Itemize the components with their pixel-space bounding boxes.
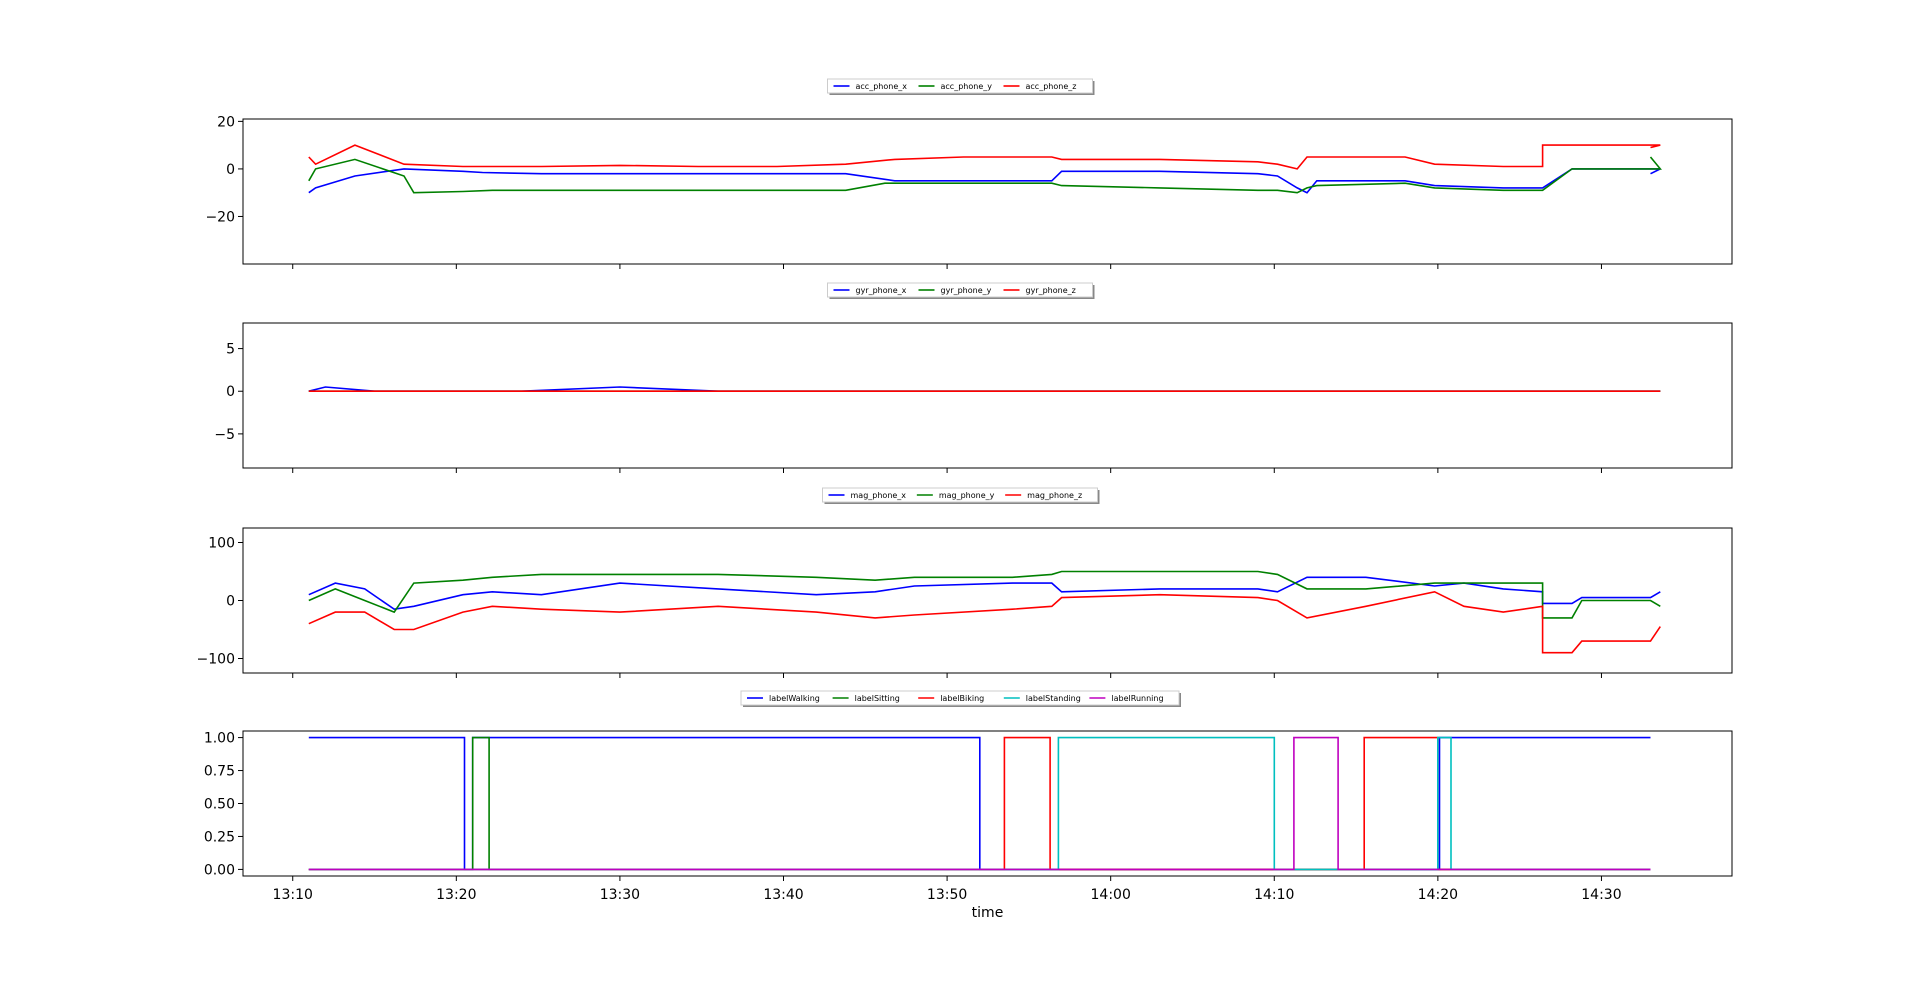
x-tick-label: 14:30 <box>1581 887 1621 903</box>
y-tick-label: 0.75 <box>204 764 235 780</box>
y-tick-label: −20 <box>205 209 235 225</box>
x-tick-label: 14:10 <box>1254 887 1294 903</box>
series-line-acc_phone_y <box>308 156 1662 194</box>
y-tick-label: 20 <box>217 114 235 130</box>
x-tick-label: 14:20 <box>1418 887 1458 903</box>
axes-frame <box>242 730 1733 877</box>
legend-box <box>827 282 1093 298</box>
legend-label-labelStanding: labelStanding <box>1026 694 1081 703</box>
legend-label-acc_phone_y: acc_phone_y <box>941 82 993 91</box>
y-tick-label: 5 <box>226 342 235 358</box>
y-tick-label: −5 <box>214 427 235 443</box>
x-tick-label: 13:20 <box>436 887 476 903</box>
x-tick-label: 13:40 <box>763 887 803 903</box>
legend-label-acc_phone_z: acc_phone_z <box>1026 82 1077 91</box>
legend-label-mag_phone_z: mag_phone_z <box>1027 491 1082 500</box>
y-tick-label: 0.00 <box>204 862 235 878</box>
legend-label-labelWalking: labelWalking <box>769 694 820 703</box>
y-tick-label: −100 <box>197 652 235 668</box>
legend-label-labelRunning: labelRunning <box>1111 694 1163 703</box>
y-tick-label: 0.25 <box>204 829 235 845</box>
x-tick-label: 13:30 <box>600 887 640 903</box>
x-tick-label: 14:00 <box>1091 887 1131 903</box>
y-tick-label: 1.00 <box>204 731 235 747</box>
legend-label-mag_phone_y: mag_phone_y <box>939 491 995 500</box>
axes-frame <box>242 527 1733 674</box>
legend-label-labelSitting: labelSitting <box>855 694 900 703</box>
y-tick-label: 100 <box>208 536 235 552</box>
x-axis-label: time <box>972 905 1004 921</box>
legend-label-acc_phone_x: acc_phone_x <box>856 82 908 91</box>
legend-label-labelBiking: labelBiking <box>940 694 984 703</box>
series-line-mag_phone_z <box>308 590 1661 654</box>
x-tick-label: 13:10 <box>273 887 313 903</box>
legend-box <box>827 78 1093 94</box>
legend-box <box>740 690 1180 706</box>
axes-frame <box>242 118 1733 265</box>
y-tick-label: 0.50 <box>204 797 235 813</box>
y-tick-label: 0 <box>226 162 235 178</box>
y-tick-label: 0 <box>226 384 235 400</box>
series-line-acc_phone_z <box>308 144 1661 170</box>
series-line-labelWalking <box>308 736 1651 871</box>
y-tick-label: 0 <box>226 594 235 610</box>
legend-label-gyr_phone_z: gyr_phone_z <box>1026 286 1076 295</box>
series-line-labelRunning <box>308 736 1651 871</box>
series-line-acc_phone_x <box>308 168 1661 194</box>
legend-label-gyr_phone_y: gyr_phone_y <box>941 286 992 295</box>
series-line-mag_phone_x <box>308 576 1661 611</box>
legend-label-mag_phone_x: mag_phone_x <box>851 491 907 500</box>
axes-frame <box>242 322 1733 469</box>
series-line-mag_phone_y <box>308 570 1661 619</box>
x-tick-label: 13:50 <box>927 887 967 903</box>
legend-box <box>822 487 1098 503</box>
legend-label-gyr_phone_x: gyr_phone_x <box>856 286 907 295</box>
